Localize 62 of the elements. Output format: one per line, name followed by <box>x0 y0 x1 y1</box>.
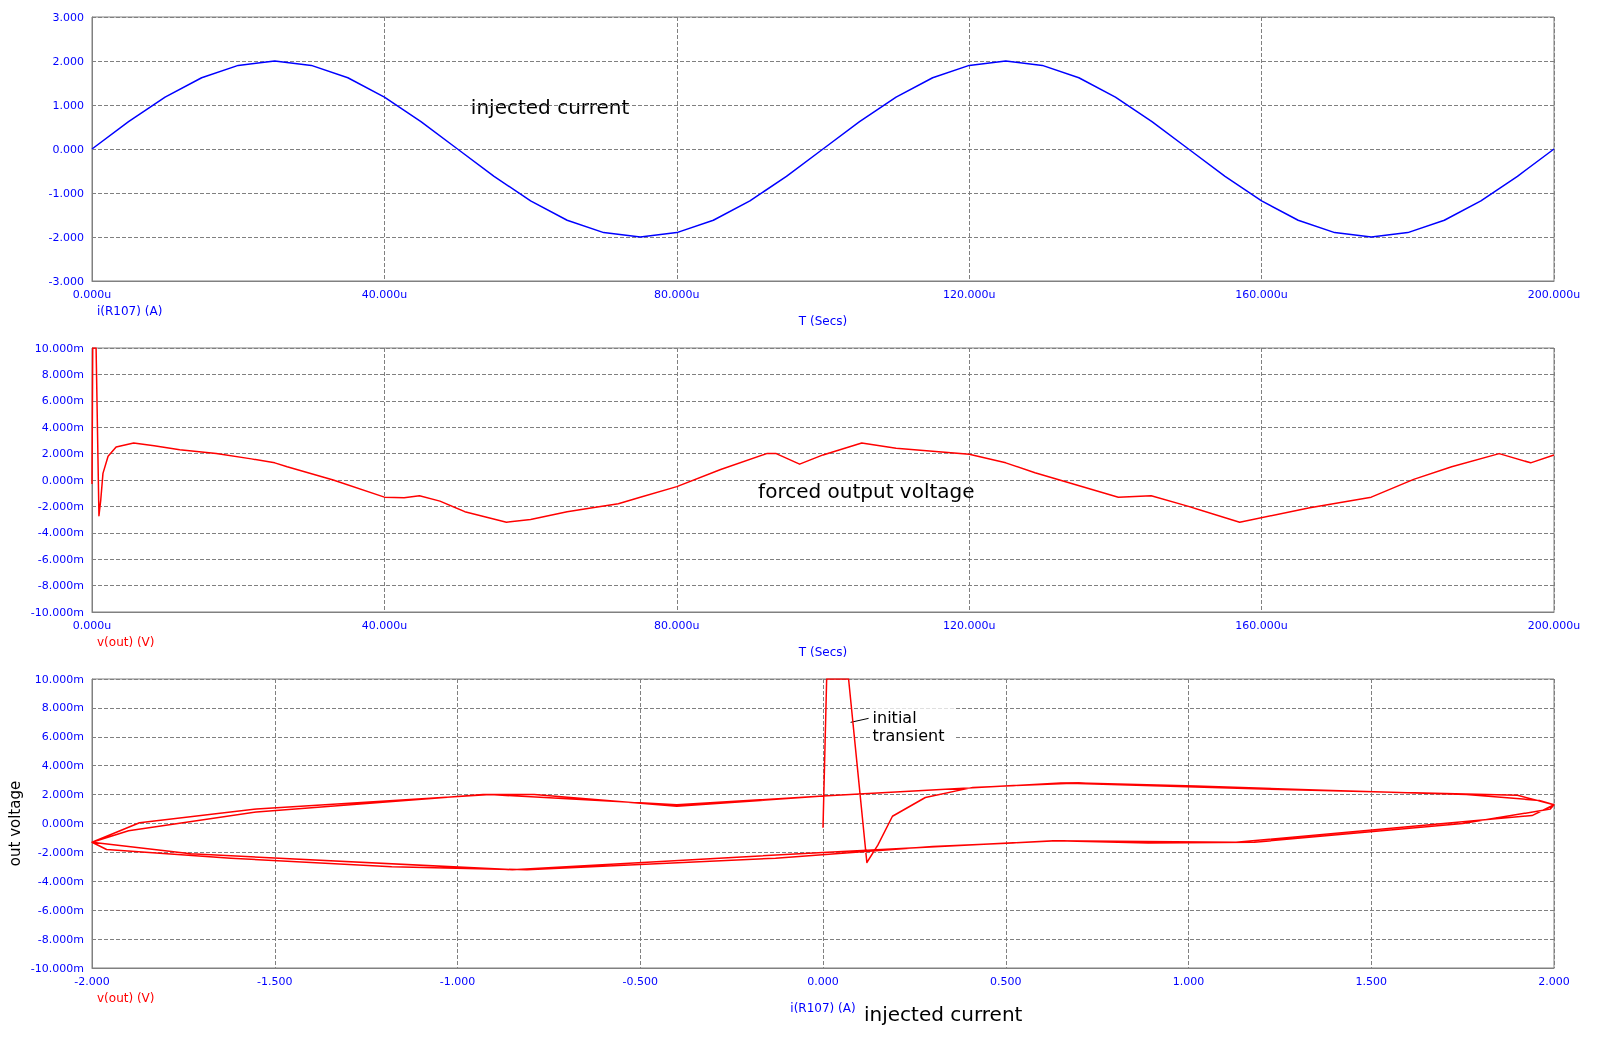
text: injected current <box>864 1002 1023 1026</box>
x-tick-label: 1.000 <box>1172 975 1205 988</box>
y-tick-label: -3.000 <box>48 274 84 288</box>
x-tick-label: 120.000u <box>942 288 996 301</box>
y-tick-label: 10.000m <box>34 341 84 355</box>
y-tick-label: 2.000 <box>52 54 84 68</box>
y-tick-label: -4.000m <box>37 526 84 540</box>
y-tick-label: 2.000m <box>41 788 84 802</box>
y-tick-label: 10.000m <box>34 672 84 686</box>
annotation: initial transient <box>872 707 945 745</box>
annotation: injected current <box>470 95 630 120</box>
y-tick-label: 0.000m <box>41 817 84 830</box>
text: v(out) (V) <box>97 991 155 1005</box>
y-tick-label: -4.000m <box>37 874 84 888</box>
y-tick-label: -6.000m <box>37 903 84 917</box>
y-tick-label: -8.000m <box>37 932 84 946</box>
x-tick-label: 160.000u <box>1235 619 1288 632</box>
y-axis-title: out voltage <box>5 780 24 867</box>
x-tick-label: 2.000 <box>1538 975 1570 988</box>
y-tick-label: 4.000m <box>41 420 84 434</box>
x-tick-label: 0.000 <box>807 975 839 988</box>
y-tick-label: -2.000 <box>48 230 84 244</box>
y-tick-label: 1.000 <box>52 98 84 112</box>
x-tick-label: 0.000u <box>72 619 112 632</box>
x-tick-label: 200.000u <box>1527 619 1581 632</box>
y-tick-label: 8.000m <box>41 701 84 715</box>
x-tick-label: 200.000u <box>1527 288 1581 301</box>
y-tick-label: 4.000m <box>41 759 84 773</box>
y-tick-label: -10.000m <box>30 961 84 975</box>
x-axis-title: T (Secs) <box>797 314 848 328</box>
x-tick-label: 40.000u <box>361 619 408 632</box>
y-tick-label: 2.000m <box>41 447 84 461</box>
annotation: forced output voltage <box>758 479 975 504</box>
y-tick-label: -2.000m <box>37 845 84 859</box>
x-tick-label: -0.500 <box>622 975 658 988</box>
y-tick-label: -6.000m <box>37 552 84 566</box>
line-series <box>91 60 1555 238</box>
x-tick-label: -1.500 <box>257 975 293 988</box>
text: v(out) (V) <box>97 635 155 649</box>
x-tick-label: 0.000u <box>72 288 112 301</box>
text: i(R107) (A) <box>97 304 163 318</box>
x-axis-title: i(R107) (A) <box>790 1001 856 1015</box>
x-tick-label: -1.000 <box>439 975 476 988</box>
y-tick-label: -8.000m <box>37 579 84 593</box>
y-tick-label: -2.000m <box>37 499 84 513</box>
x-tick-label: 80.000u <box>654 619 700 632</box>
y-tick-label: 3.000 <box>52 10 84 24</box>
y-tick-label: 0.000m <box>41 473 84 487</box>
x-tick-label: 80.000u <box>654 288 700 301</box>
x-tick-label: 1.500 <box>1355 975 1387 988</box>
x-tick-label: 0.500 <box>990 975 1022 988</box>
x-tick-label: 40.000u <box>361 288 408 301</box>
x-tick-label: 120.000u <box>942 619 996 632</box>
y-tick-label: 8.000m <box>41 367 84 381</box>
y-tick-label: -10.000m <box>30 605 84 619</box>
x-tick-label: 160.000u <box>1235 288 1288 301</box>
x-axis-title: T (Secs) <box>797 645 848 659</box>
y-tick-label: 6.000m <box>41 730 84 744</box>
y-tick-label: -1.000 <box>48 186 84 200</box>
y-tick-label: 0.000 <box>52 142 84 156</box>
y-tick-label: 6.000m <box>41 394 84 408</box>
x-tick-label: -2.000 <box>74 975 110 988</box>
